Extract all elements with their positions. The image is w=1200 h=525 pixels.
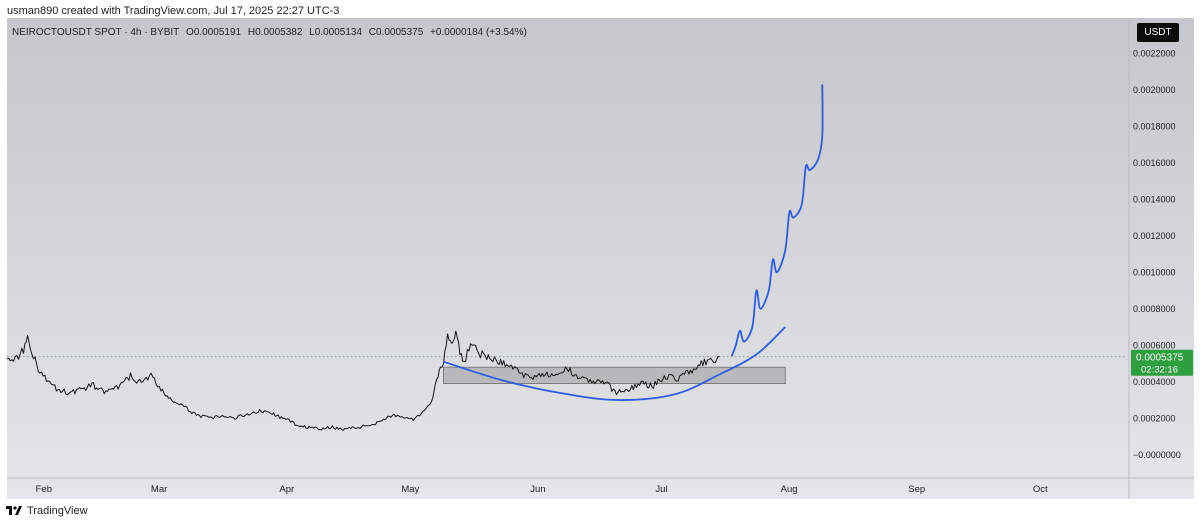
last-price-countdown: 02:32:16 xyxy=(1141,365,1178,376)
y-tick-label: 0.0014000 xyxy=(1133,194,1176,204)
last-price-label-bg xyxy=(1131,349,1193,376)
x-tick-label: Oct xyxy=(1033,484,1048,495)
chart-area[interactable]: 0.0022000 0.0020000 0.0018000 0.0016000 0.00… xyxy=(7,18,1194,499)
x-tick-label: Feb xyxy=(36,484,52,495)
y-tick-label: 0.0020000 xyxy=(1133,85,1176,95)
rounding-bottom-curve xyxy=(443,326,786,401)
y-tick-label: −0.0000000 xyxy=(1133,450,1181,460)
y-tick-label: 0.0002000 xyxy=(1133,413,1176,423)
footer: TradingView xyxy=(6,504,88,518)
y-tick-label: 0.0018000 xyxy=(1133,121,1176,131)
x-tick-label: Sep xyxy=(908,484,925,495)
x-tick-label: Jul xyxy=(655,484,667,495)
y-tick-label: 0.0022000 xyxy=(1133,48,1176,58)
currency-button[interactable]: USDT xyxy=(1137,23,1179,42)
symbol-title: NEIROCTOUSDT SPOT · 4h · BYBIT xyxy=(12,27,180,38)
x-tick-label: Aug xyxy=(781,484,798,495)
symbol-info: NEIROCTOUSDT SPOT · 4h · BYBIT O0.000519… xyxy=(12,27,531,38)
y-tick-label: 0.0006000 xyxy=(1133,340,1176,350)
consolidation-range-box xyxy=(443,366,786,385)
tradingview-logo-icon xyxy=(6,506,22,515)
low-value: L0.0005134 xyxy=(309,27,363,38)
price-chart[interactable]: 0.0022000 0.0020000 0.0018000 0.0016000 0.00… xyxy=(7,18,1194,499)
y-tick-label: 0.0010000 xyxy=(1133,267,1176,277)
y-tick-label: 0.0004000 xyxy=(1133,377,1176,387)
x-tick-label: May xyxy=(401,484,419,495)
y-tick-label: 0.0016000 xyxy=(1133,158,1176,168)
x-tick-label: Mar xyxy=(151,484,167,495)
change-value: +0.0000184 (+3.54%) xyxy=(430,27,527,38)
x-tick-label: Jun xyxy=(530,484,545,495)
high-value: H0.0005382 xyxy=(247,27,303,38)
open-value: O0.0005191 xyxy=(186,27,242,38)
close-value: C0.0005375 xyxy=(368,27,424,38)
last-price-value: 0.0005375 xyxy=(1136,353,1184,364)
y-tick-label: 0.0012000 xyxy=(1133,231,1176,241)
y-tick-label: 0.0008000 xyxy=(1133,304,1176,314)
brand-text: TradingView xyxy=(27,505,88,517)
price-series-line xyxy=(7,330,720,431)
x-tick-label: Apr xyxy=(279,484,294,495)
attribution-text: usman890 created with TradingView.com, J… xyxy=(7,5,340,17)
projection-path xyxy=(730,84,824,357)
